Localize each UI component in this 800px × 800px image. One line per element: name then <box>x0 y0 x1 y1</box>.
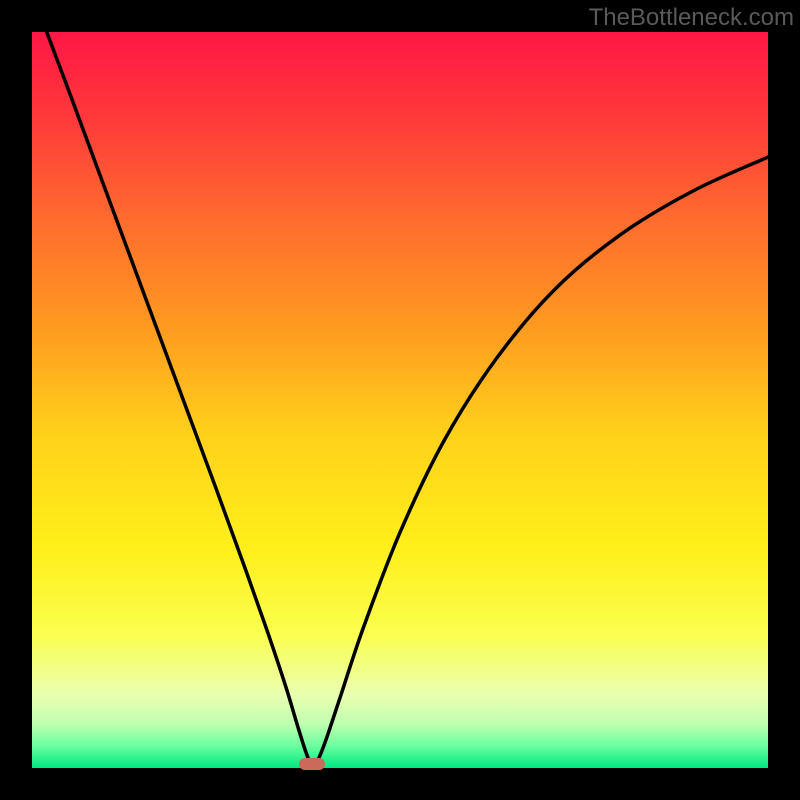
plot-area <box>32 32 768 768</box>
curve-layer <box>32 32 768 768</box>
watermark-text: TheBottleneck.com <box>589 4 794 32</box>
minimum-marker <box>299 758 325 770</box>
chart-frame: TheBottleneck.com <box>0 0 800 800</box>
bottleneck-curve <box>47 32 768 766</box>
